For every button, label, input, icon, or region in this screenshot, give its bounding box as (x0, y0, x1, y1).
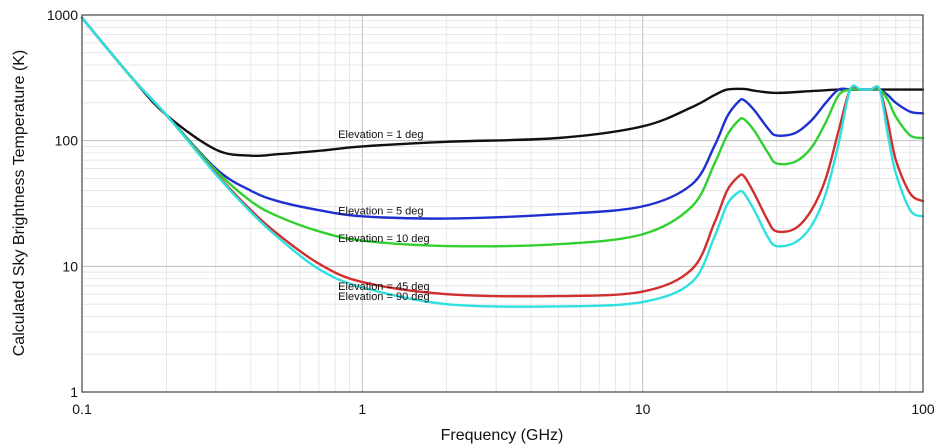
series-labels: Elevation = 1 deg Elevation = 5 deg Elevat… (338, 129, 429, 303)
plot-frame (81, 14, 924, 393)
series-label-1: Elevation = 5 deg (338, 206, 423, 218)
series-label-3: Elevation = 45 deg (338, 281, 429, 293)
series-line-4 (80, 16, 925, 308)
y-axis-title: Calculated Sky Brightness Temperature (K… (11, 50, 28, 357)
y-tick-labels: 1 10 100 1000 (47, 7, 78, 400)
x-tick-label: 10 (635, 401, 651, 417)
y-tick-label: 100 (55, 133, 79, 149)
y-tick-label: 1000 (47, 7, 78, 23)
x-tick-label: 1 (358, 401, 366, 417)
series-label-2: Elevation = 10 deg (338, 233, 429, 245)
y-tick-label: 10 (62, 258, 78, 274)
x-tick-label: 0.1 (72, 401, 92, 417)
series-label-4: Elevation = 90 deg (338, 291, 429, 303)
plot-area (82, 15, 923, 392)
grid (82, 15, 923, 392)
x-tick-label: 100 (911, 401, 935, 417)
y-tick-label: 1 (70, 384, 78, 400)
x-tick-labels: 0.1 1 10 100 (72, 401, 935, 417)
series-layer (80, 16, 925, 308)
x-axis-title: Frequency (GHz) (441, 427, 564, 444)
series-label-0: Elevation = 1 deg (338, 129, 423, 141)
